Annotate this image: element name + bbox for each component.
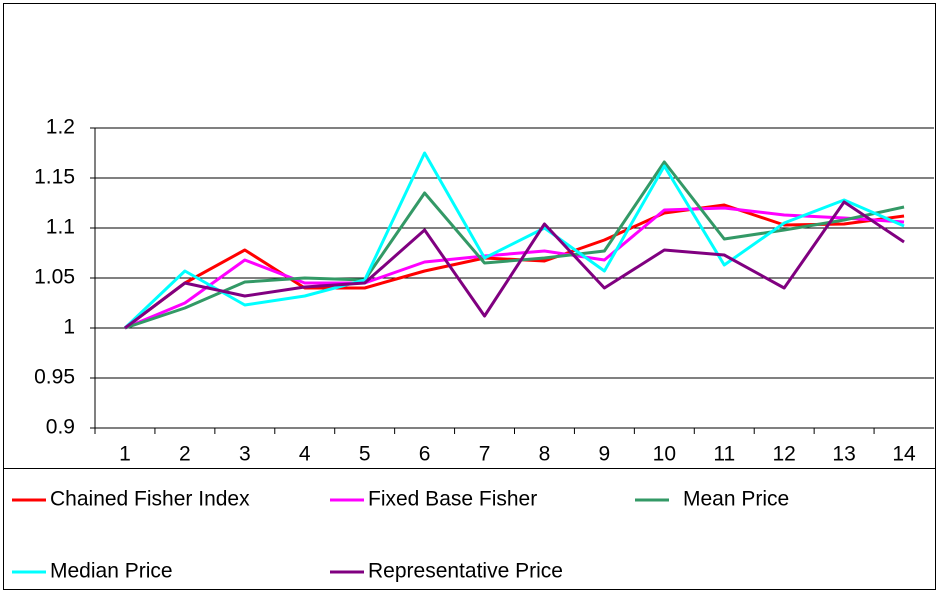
series-line <box>124 200 905 330</box>
y-tick-label: 0.9 <box>46 416 75 439</box>
legend-label: Chained Fisher Index <box>50 488 250 511</box>
x-tick-label: 1 <box>119 443 131 466</box>
x-tick-label: 13 <box>832 443 855 466</box>
legend-label: Representative Price <box>368 560 563 583</box>
x-tick-label: 12 <box>772 443 795 466</box>
y-tick-label: 1.15 <box>34 166 75 189</box>
x-tick-label: 5 <box>359 443 371 466</box>
x-tick-label: 14 <box>892 443 916 466</box>
x-tick-label: 2 <box>179 443 191 466</box>
series-line <box>124 206 905 330</box>
legend-label: Fixed Base Fisher <box>368 488 537 511</box>
legend-label: Mean Price <box>683 488 789 511</box>
legend-label: Median Price <box>50 560 173 583</box>
y-tick-label: 1.2 <box>46 116 75 139</box>
x-tick-label: 11 <box>713 443 735 466</box>
x-tick-label: 3 <box>239 443 251 466</box>
y-tick-label: 0.95 <box>34 366 75 389</box>
x-tick-label: 4 <box>299 443 311 466</box>
y-tick-label: 1.05 <box>34 266 75 289</box>
x-tick-label: 6 <box>419 443 431 466</box>
x-tick-label: 9 <box>599 443 611 466</box>
x-tick-label: 8 <box>539 443 551 466</box>
y-tick-label: 1 <box>63 316 75 339</box>
x-tick-label: 7 <box>479 443 491 466</box>
y-tick-label: 1.1 <box>46 216 75 239</box>
series-line <box>123 151 905 330</box>
x-tick-label: 10 <box>653 443 676 466</box>
